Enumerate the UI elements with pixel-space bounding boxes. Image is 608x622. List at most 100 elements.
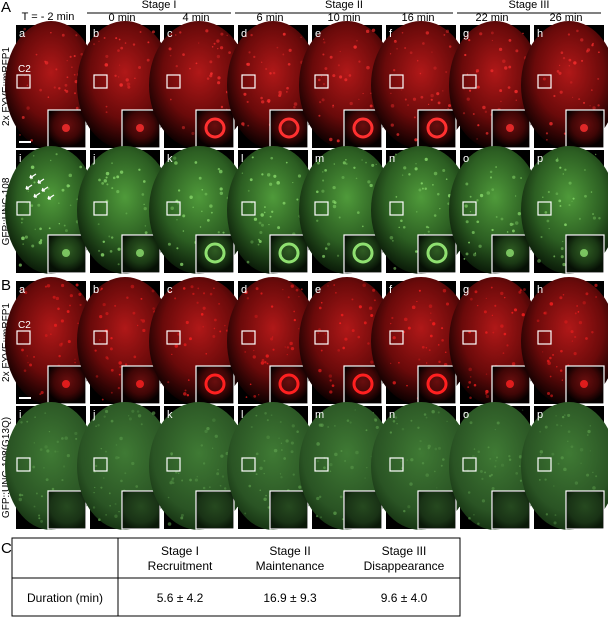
panel-letter: e — [315, 284, 321, 296]
speckle — [337, 349, 341, 352]
speckle — [586, 434, 589, 436]
speckle — [337, 64, 340, 67]
speckle — [119, 170, 124, 174]
speckle — [556, 157, 559, 159]
speckle — [389, 431, 393, 434]
micrograph: k — [149, 402, 249, 530]
speckle — [547, 190, 550, 194]
speckle — [365, 429, 368, 432]
panel-letter: c — [167, 28, 173, 40]
speckle — [560, 247, 564, 250]
speckle — [131, 409, 135, 413]
roi-box — [389, 457, 404, 472]
speckle — [39, 227, 42, 231]
speckle — [167, 242, 171, 246]
speckle — [260, 292, 263, 295]
speckle — [374, 418, 378, 422]
speckle — [339, 322, 342, 325]
speckle — [361, 225, 364, 228]
micrograph: d — [227, 21, 319, 149]
speckle — [293, 318, 296, 322]
speckle — [219, 46, 224, 50]
speckle — [391, 316, 394, 320]
speckle — [406, 384, 408, 387]
speckle — [500, 291, 504, 296]
vesicle — [204, 373, 226, 395]
speckle — [546, 219, 550, 223]
speckle — [180, 516, 184, 520]
speckle — [468, 89, 472, 92]
speckle — [508, 455, 511, 458]
speckle — [324, 67, 328, 70]
speckle — [66, 76, 69, 79]
speckle — [261, 173, 264, 176]
speckle — [555, 415, 557, 417]
speckle — [286, 346, 290, 349]
speckle — [509, 222, 513, 227]
speckle — [430, 98, 433, 101]
speckle — [109, 250, 113, 253]
speckle — [253, 349, 255, 352]
speckle — [40, 495, 43, 498]
speckle — [104, 409, 109, 414]
speckle — [61, 188, 65, 192]
speckle — [469, 211, 472, 213]
speckle — [79, 303, 82, 307]
speckle — [144, 225, 147, 227]
speckle — [95, 464, 98, 468]
speckle — [321, 189, 325, 193]
speckle — [327, 242, 331, 246]
micrograph: o — [449, 402, 541, 530]
speckle — [182, 287, 186, 290]
speckle — [429, 334, 433, 338]
speckle — [219, 187, 223, 191]
inset-bg — [49, 492, 85, 528]
speckle — [472, 253, 477, 257]
table-header: Stage III — [382, 544, 427, 558]
speckle — [102, 240, 106, 244]
time-label: 26 min — [549, 12, 582, 24]
speckle — [477, 124, 480, 127]
speckle — [476, 220, 480, 224]
speckle — [219, 330, 222, 333]
speckle — [555, 192, 559, 196]
speckle — [26, 355, 29, 357]
speckle — [23, 369, 27, 372]
speckle — [498, 47, 503, 52]
panel-letter: i — [19, 153, 21, 165]
speckle — [517, 212, 521, 216]
speckle — [92, 506, 96, 509]
roi-box — [462, 457, 477, 472]
speckle — [506, 344, 509, 347]
speckle — [246, 100, 249, 104]
speckle — [544, 478, 547, 481]
speckle — [109, 347, 113, 351]
speckle — [333, 284, 336, 286]
speckle — [357, 335, 361, 339]
speckle — [179, 31, 182, 34]
speckle — [260, 361, 265, 365]
speckle — [476, 138, 478, 140]
speckle — [259, 489, 262, 492]
speckle — [276, 181, 280, 185]
speckle — [507, 86, 511, 89]
speckle — [296, 430, 299, 433]
speckle — [285, 161, 288, 164]
speckle — [120, 46, 124, 50]
speckle — [511, 311, 514, 314]
speckle — [375, 425, 379, 429]
speckle — [367, 342, 370, 345]
speckle — [57, 451, 59, 453]
speckle — [267, 506, 271, 509]
arrow — [41, 186, 49, 192]
speckle — [284, 346, 286, 348]
speckle — [98, 249, 101, 252]
speckle — [26, 84, 28, 86]
roi-box — [537, 330, 552, 345]
speckle — [514, 89, 518, 94]
speckle — [490, 69, 494, 73]
speckle — [425, 31, 430, 35]
speckle — [440, 327, 444, 330]
speckle — [578, 98, 581, 101]
speckle — [67, 340, 71, 344]
